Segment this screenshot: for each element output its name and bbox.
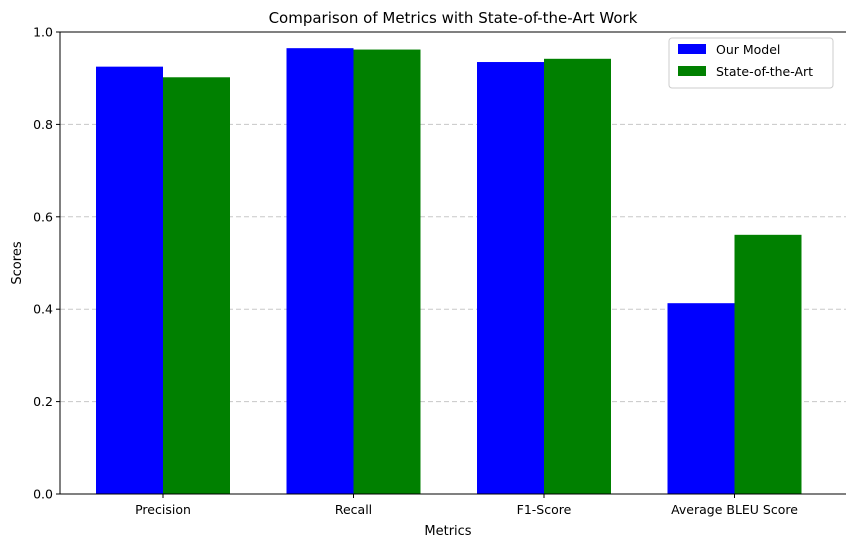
bar-our-model-recall	[286, 48, 354, 495]
x-tick-label-average-bleu-score: Average BLEU Score	[671, 502, 798, 517]
legend: Our Model State-of-the-Art	[668, 37, 834, 89]
legend-box	[668, 37, 834, 89]
y-tick-label: 0.2	[33, 394, 53, 409]
y-tick-label: 0.0	[33, 487, 53, 502]
x-axis-ticks: Precision Recall F1-Score Average BLEU Scor…	[135, 494, 798, 517]
x-tick-label-precision: Precision	[135, 502, 191, 517]
bar-state-of-the-art-f1-score	[544, 58, 611, 495]
y-tick-label: 0.8	[33, 117, 53, 132]
y-tick-label: 0.4	[33, 302, 53, 317]
chart-title: Comparison of Metrics with State-of-the-…	[269, 9, 638, 27]
y-axis-label: Scores	[10, 241, 25, 284]
y-tick-label: 0.6	[33, 209, 53, 224]
x-tick-label-recall: Recall	[335, 502, 372, 517]
bar-our-model-precision	[96, 66, 163, 495]
bar-state-of-the-art-average-bleu-score	[734, 234, 802, 494]
bar-state-of-the-art-recall	[353, 49, 421, 494]
bar-our-model-f1-score	[477, 62, 544, 494]
bar-our-model-average-bleu-score	[667, 303, 735, 494]
legend-swatch-state-of-the-art	[678, 66, 706, 76]
y-axis-ticks: 0.0 0.2 0.4 0.6 0.8 1.0	[33, 25, 60, 502]
x-tick-label-f1-score: F1-Score	[517, 502, 572, 517]
bars	[96, 48, 802, 495]
plot-frame	[59, 31, 846, 495]
legend-swatch-our-model	[678, 44, 706, 54]
x-axis-label: Metrics	[424, 524, 471, 539]
y-tick-label: 1.0	[33, 25, 53, 40]
legend-label-our-model: Our Model	[716, 42, 780, 57]
bar-state-of-the-art-precision	[163, 77, 230, 494]
legend-label-state-of-the-art: State-of-the-Art	[716, 64, 813, 79]
